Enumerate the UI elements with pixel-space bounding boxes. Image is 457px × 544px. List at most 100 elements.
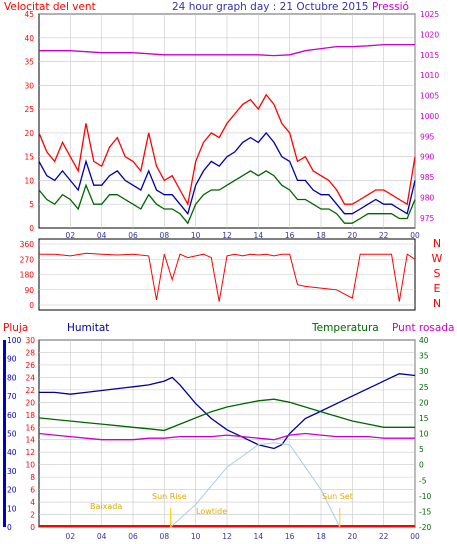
hour-tick-label: 16 [285, 532, 295, 541]
wind-tick-label: 30 [24, 81, 34, 90]
wind-tick-label: 45 [24, 10, 34, 19]
humidity-tick-label: 90 [7, 355, 17, 364]
hour-tick-label: 12 [222, 532, 232, 541]
humidity-axis-bar [3, 340, 6, 527]
wind-tick-label: 0 [29, 224, 34, 233]
wind-tick-label: 15 [24, 153, 34, 162]
series-red [38, 93, 416, 207]
wind-tick-label: 25 [24, 105, 34, 114]
temperature-tick-label: 25 [419, 383, 429, 392]
temperature-tick-label: 20 [419, 398, 429, 407]
humidity-tick-label: 20 [7, 486, 17, 495]
rain-tick-label: 6 [30, 486, 35, 495]
temperature-tick-label: 35 [419, 352, 429, 361]
hour-tick-label: 18 [316, 532, 326, 541]
chart-title: 24 hour graph day : 21 Octubre 2015 [172, 1, 368, 13]
pressure-tick-label: 975 [420, 214, 435, 223]
rain-tick-label: 0 [30, 523, 35, 532]
hour-tick-label: 02 [66, 532, 76, 541]
compass-label: S [434, 267, 441, 280]
series-temperatura [38, 398, 415, 432]
wind-pressure-plot: 0 5 10 15 20 25 30 35 40 45 975 980 985 990 995 1000 100… [24, 10, 439, 240]
hour-tick-label: 16 [285, 231, 295, 240]
pressure-tick-label: 985 [420, 173, 435, 182]
temperature-tick-label: -10 [419, 492, 431, 501]
rain-tick-label: 10 [25, 461, 35, 470]
wind-tick-label: 35 [24, 58, 34, 67]
annotation-lowtide: Lowtide [196, 507, 227, 516]
hour-tick-label: 04 [97, 532, 107, 541]
pressure-tick-label: 1005 [420, 92, 439, 101]
direction-tick-label: 0 [29, 301, 34, 310]
hour-tick-label: 20 [348, 532, 358, 541]
temperature-tick-label: 0 [419, 461, 424, 470]
humidity-tick-label: 70 [7, 392, 17, 401]
humidity-label: Humitat [67, 322, 109, 334]
hour-tick-label: 06 [128, 532, 138, 541]
rain-tick-label: 28 [25, 348, 35, 357]
hour-tick-label: 14 [254, 532, 264, 541]
hour-tick-label: 12 [222, 231, 232, 240]
direction-tick-label: 180 [20, 271, 35, 280]
pressure-tick-label: 980 [420, 193, 435, 202]
hour-tick-label: 10 [191, 231, 201, 240]
pressure-tick-label: 990 [420, 153, 435, 162]
hour-tick-label: 08 [160, 231, 170, 240]
annotation-sunrise: Sun Rise [152, 492, 187, 501]
rain-tick-label: 4 [30, 498, 35, 507]
humidity-tick-label: 0 [7, 523, 12, 532]
rain-tick-label: 12 [25, 448, 35, 457]
direction-tick-label: 90 [24, 286, 34, 295]
compass-label: N [433, 297, 441, 310]
humidity-tick-label: 10 [7, 504, 17, 513]
rain-tick-label: 14 [25, 436, 35, 445]
rain-tick-label: 18 [25, 411, 35, 420]
temperature-tick-label: -20 [419, 523, 431, 532]
hour-tick-label: 14 [254, 231, 264, 240]
rain-tick-label: 22 [25, 386, 35, 395]
direction-tick-label: 270 [20, 255, 35, 264]
rain-tick-label: 26 [25, 361, 35, 370]
series-humitat [39, 373, 416, 450]
compass-label: E [434, 282, 441, 295]
temperature-label: Temperatura [311, 322, 379, 334]
temperature-tick-label: -5 [419, 476, 427, 485]
humidity-tick-label: 60 [7, 411, 17, 420]
pressure-tick-label: 1000 [420, 112, 439, 121]
temperature-tick-label: 30 [419, 367, 429, 376]
rain-tick-label: 30 [25, 336, 35, 345]
temperature-tick-label: 10 [419, 430, 429, 439]
rain-tick-label: 2 [30, 511, 35, 520]
temperature-tick-label: 5 [419, 445, 424, 454]
hour-tick-label: 08 [160, 532, 170, 541]
hour-tick-label: 06 [128, 231, 138, 240]
dewpoint-label: Punt rosada [392, 322, 454, 334]
compass-label: W [432, 252, 443, 265]
direction-tick-label: 360 [20, 240, 35, 249]
hour-tick-label: 22 [379, 532, 389, 541]
hour-tick-label: 00 [410, 532, 420, 541]
wind-tick-label: 40 [24, 34, 34, 43]
temperature-tick-label: 15 [419, 414, 429, 423]
series-punt-rosada [38, 432, 415, 441]
hour-tick-label: 02 [66, 231, 76, 240]
humidity-temperature-plot: 0102030405060708090100024681012141618202… [3, 336, 431, 541]
hour-tick-label: 00 [410, 231, 420, 240]
rain-tick-label: 24 [25, 373, 35, 382]
humidity-tick-label: 80 [7, 373, 17, 382]
hour-tick-label: 18 [316, 231, 326, 240]
wind-speed-label: Velocitat del vent [4, 1, 96, 13]
pressure-tick-label: 995 [420, 132, 435, 141]
humidity-tick-label: 30 [7, 467, 17, 476]
series-green [38, 170, 416, 225]
hour-tick-label: 22 [379, 231, 389, 240]
rain-tick-label: 8 [30, 473, 35, 482]
wind-tick-label: 5 [29, 200, 34, 209]
wind-tick-label: 20 [24, 129, 34, 138]
series-direction [39, 252, 416, 302]
pressure-tick-label: 1020 [420, 30, 439, 39]
series-magenta [39, 43, 415, 57]
